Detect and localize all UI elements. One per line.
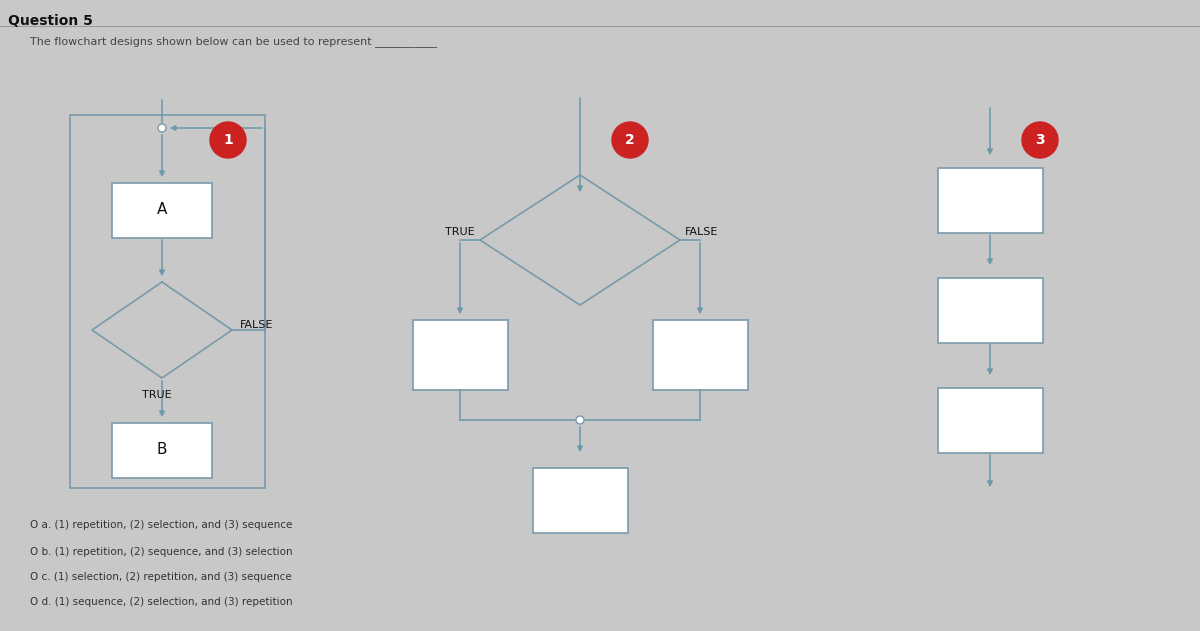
Circle shape: [612, 122, 648, 158]
Text: O a. (1) repetition, (2) selection, and (3) sequence: O a. (1) repetition, (2) selection, and …: [30, 520, 293, 530]
Text: A: A: [157, 203, 167, 218]
Bar: [937, 387, 1043, 452]
Text: FALSE: FALSE: [240, 320, 274, 330]
Circle shape: [158, 124, 166, 132]
Text: 3: 3: [1036, 133, 1045, 147]
Text: TRUE: TRUE: [445, 227, 475, 237]
Bar: [413, 320, 508, 390]
Text: 1: 1: [223, 133, 233, 147]
Text: TRUE: TRUE: [142, 390, 172, 400]
Bar: [70, 115, 265, 488]
Text: O b. (1) repetition, (2) sequence, and (3) selection: O b. (1) repetition, (2) sequence, and (…: [30, 547, 293, 557]
Text: Question 5: Question 5: [8, 14, 92, 28]
Bar: [937, 167, 1043, 232]
Text: The flowchart designs shown below can be used to represent ___________: The flowchart designs shown below can be…: [30, 36, 437, 47]
Circle shape: [576, 416, 584, 424]
Text: O c. (1) selection, (2) repetition, and (3) sequence: O c. (1) selection, (2) repetition, and …: [30, 572, 292, 582]
Text: B: B: [157, 442, 167, 457]
Bar: [653, 320, 748, 390]
Circle shape: [1022, 122, 1058, 158]
Text: FALSE: FALSE: [685, 227, 719, 237]
Text: 2: 2: [625, 133, 635, 147]
Bar: [112, 423, 212, 478]
Polygon shape: [92, 282, 232, 378]
Bar: [112, 182, 212, 237]
Bar: [937, 278, 1043, 343]
Circle shape: [210, 122, 246, 158]
Bar: [533, 468, 628, 533]
Text: O d. (1) sequence, (2) selection, and (3) repetition: O d. (1) sequence, (2) selection, and (3…: [30, 597, 293, 607]
Polygon shape: [480, 175, 680, 305]
